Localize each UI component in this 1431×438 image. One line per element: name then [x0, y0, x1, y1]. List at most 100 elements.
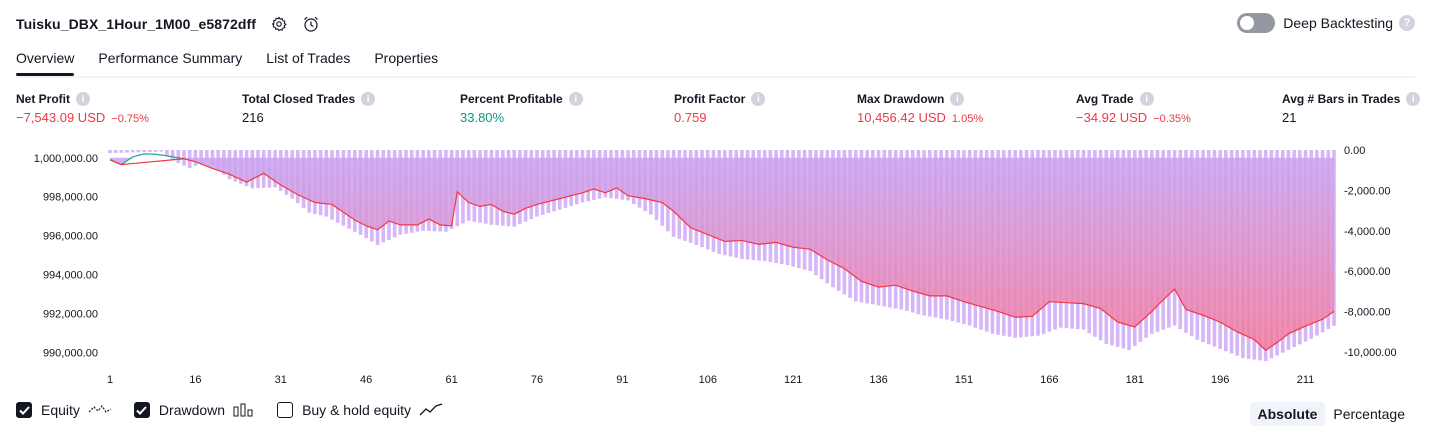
percentage-button[interactable]: Percentage — [1333, 406, 1405, 422]
report-header: Tuisku_DBX_1Hour_1M00_e5872dff — [16, 12, 320, 36]
deep-backtesting-control: Deep Backtesting ? — [1237, 13, 1415, 33]
absolute-button[interactable]: Absolute — [1249, 402, 1326, 426]
alarm-clock-icon[interactable] — [302, 15, 320, 33]
info-icon[interactable]: i — [361, 92, 376, 106]
info-icon[interactable]: i — [1406, 92, 1421, 106]
drawdown-bar — [130, 150, 135, 153]
equity-drawdown-chart[interactable]: 1,000,000.00 998,000.00 996,000.00 994,000.… — [0, 140, 1431, 395]
stat-label: Percent Profitable — [460, 92, 563, 106]
info-icon[interactable]: i — [76, 92, 90, 106]
drawdown-bar — [153, 150, 158, 152]
stat-avg-bars-in-trades: Avg # Bars in Trades i 21 — [1282, 92, 1421, 125]
chart-legend: Equity Drawdown Buy & hold equity — [16, 402, 465, 418]
settings-icon[interactable] — [270, 15, 288, 33]
stat-value: −7,543.09 USD — [16, 110, 106, 125]
x-tick-label: 46 — [360, 374, 372, 386]
y-tick-label-right: -2,000.00 — [1344, 185, 1390, 197]
x-tick-label: 121 — [784, 374, 802, 386]
drawdown-bar — [170, 150, 175, 161]
y-tick-label-left: 998,000.00 — [43, 192, 98, 204]
stats-row: Net Profit i −7,543.09 USD −0.75% Total Cl… — [16, 92, 1421, 132]
x-tick-label: 136 — [869, 374, 887, 386]
info-icon[interactable]: i — [568, 92, 583, 106]
y-tick-label-right: -6,000.00 — [1344, 266, 1390, 278]
buy-hold-line-icon — [419, 403, 443, 417]
stat-profit-factor: Profit Factor i 0.759 — [674, 92, 766, 125]
y-tick-label-left: 992,000.00 — [43, 308, 98, 320]
stat-value: 21 — [1282, 110, 1297, 125]
drawdown-bar — [165, 150, 169, 157]
drawdown-bar — [176, 150, 181, 164]
tab-properties[interactable]: Properties — [374, 50, 439, 66]
tab-performance-summary[interactable]: Performance Summary — [98, 50, 243, 66]
x-tick-label: 16 — [189, 374, 201, 386]
stat-max-drawdown: Max Drawdown i 10,456.42 USD 1.05% — [857, 92, 983, 125]
stat-avg-trade: Avg Trade i −34.92 USD −0.35% — [1076, 92, 1191, 125]
x-tick-label: 211 — [1297, 374, 1315, 386]
y-tick-label-left: 994,000.00 — [43, 269, 98, 281]
y-tick-label-left: 1,000,000.00 — [34, 153, 98, 165]
drawdown-bar — [108, 150, 112, 154]
x-tick-label: 181 — [1126, 374, 1144, 386]
drawdown-toggle[interactable]: Drawdown — [133, 402, 255, 418]
equity-line — [109, 158, 1335, 352]
drawdown-bar — [119, 150, 124, 153]
stat-total-closed-trades: Total Closed Trades i 216 — [242, 92, 376, 125]
equity-line-icon — [88, 403, 112, 417]
drawdown-checkbox[interactable] — [133, 402, 150, 418]
tab-overview[interactable]: Overview — [16, 44, 75, 76]
x-tick-label: 31 — [275, 374, 287, 386]
stat-value: −34.92 USD — [1076, 110, 1148, 125]
y-tick-label-right: -4,000.00 — [1344, 226, 1390, 238]
tab-bar: Overview Performance Summary List of Tra… — [16, 44, 1415, 78]
x-tick-label: 61 — [445, 374, 457, 386]
strategy-title: Tuisku_DBX_1Hour_1M00_e5872dff — [16, 16, 257, 32]
buy-hold-toggle[interactable]: Buy & hold equity — [277, 402, 443, 418]
help-icon[interactable]: ? — [1399, 15, 1415, 31]
x-tick-label: 91 — [616, 374, 628, 386]
x-tick-label: 1 — [107, 374, 113, 386]
deep-backtesting-toggle[interactable] — [1237, 13, 1276, 33]
y-tick-label-left: 996,000.00 — [43, 231, 98, 243]
stat-label: Max Drawdown — [857, 92, 945, 106]
x-tick-label: 76 — [531, 374, 543, 386]
stat-label: Net Profit — [16, 92, 70, 106]
buy-hold-label: Buy & hold equity — [302, 402, 412, 418]
equity-area — [110, 157, 1334, 351]
y-tick-label-right: -8,000.00 — [1344, 307, 1390, 319]
y-tick-label-left: 990,000.00 — [43, 347, 98, 359]
info-icon[interactable]: i — [751, 92, 766, 106]
stat-percent: 1.05% — [951, 113, 984, 125]
info-icon[interactable]: i — [950, 92, 965, 106]
tab-list-of-trades[interactable]: List of Trades — [266, 50, 351, 66]
drawdown-label: Drawdown — [158, 402, 226, 418]
stat-value: 0.759 — [674, 110, 707, 125]
stat-label: Total Closed Trades — [242, 92, 356, 106]
stat-net-profit: Net Profit i −7,543.09 USD −0.75% — [16, 92, 149, 125]
equity-label: Equity — [41, 402, 80, 418]
drawdown-bars-icon — [233, 403, 255, 417]
info-icon[interactable]: i — [1139, 92, 1154, 106]
x-tick-label: 166 — [1040, 374, 1058, 386]
drawdown-bar — [113, 150, 118, 153]
scale-mode-switch: Absolute Percentage — [1249, 402, 1414, 426]
deep-backtesting-label: Deep Backtesting — [1283, 15, 1393, 31]
drawdown-bar — [204, 150, 209, 162]
y-tick-label-right: -10,000.00 — [1344, 347, 1397, 359]
equity-toggle[interactable]: Equity — [16, 402, 112, 418]
buy-hold-checkbox[interactable] — [277, 402, 294, 418]
stat-percent-profitable: Percent Profitable i 33.80% — [460, 92, 583, 125]
drawdown-bar — [125, 150, 129, 153]
stat-value: 216 — [242, 110, 264, 125]
equity-checkbox[interactable] — [16, 402, 32, 418]
stat-label: Profit Factor — [674, 92, 746, 106]
x-tick-label: 106 — [699, 374, 717, 386]
stat-label: Avg # Bars in Trades — [1282, 92, 1401, 106]
stat-label: Avg Trade — [1076, 92, 1134, 106]
stat-percent: −0.75% — [111, 113, 149, 125]
drawdown-bar — [136, 150, 141, 153]
drawdown-bar — [142, 150, 146, 153]
x-tick-label: 151 — [955, 374, 973, 386]
drawdown-bar — [199, 150, 203, 164]
stat-value: 33.80% — [460, 110, 505, 125]
